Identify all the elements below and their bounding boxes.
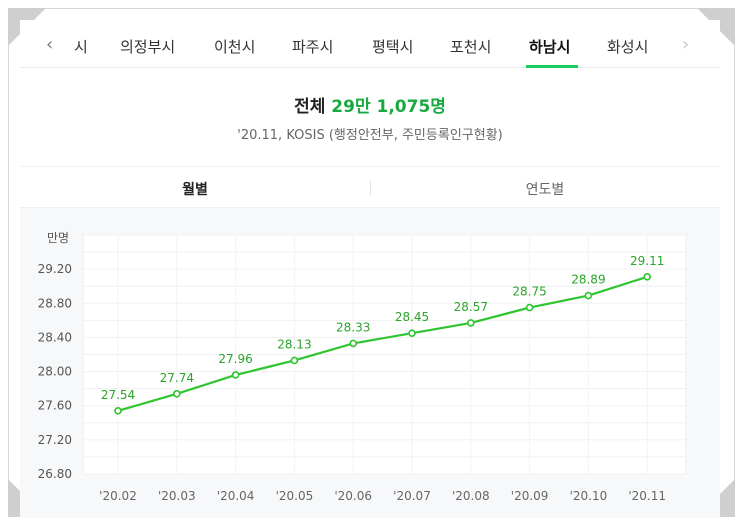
data-label: 28.33	[336, 320, 370, 334]
x-tick-label: '20.09	[511, 489, 549, 503]
y-tick-label: 28.00	[38, 365, 72, 379]
active-tab-indicator	[526, 65, 578, 68]
x-tick-label: '20.06	[334, 489, 372, 503]
data-label: 27.74	[160, 371, 194, 385]
total-population: 전체 29만 1,075명	[20, 92, 720, 117]
data-label: 28.45	[395, 310, 429, 324]
y-tick-label: 27.60	[38, 399, 72, 413]
x-tick-label: '20.08	[452, 489, 490, 503]
tab-hanam[interactable]: 하남시	[529, 38, 571, 56]
data-label: 28.89	[571, 273, 605, 287]
monthly-button[interactable]: 월별	[182, 182, 208, 198]
data-point	[643, 273, 652, 281]
data-label: 28.75	[512, 285, 546, 299]
population-card: ‹ 시 의정부시 이천시 파주시 평택시 포천시 하남시 화성시 › 전체 29…	[20, 20, 720, 525]
x-tick-label: '20.05	[276, 489, 314, 503]
data-label: 27.96	[218, 352, 252, 366]
data-point	[525, 303, 534, 312]
yearly-button[interactable]: 연도별	[525, 182, 565, 198]
period-toggle: 월별 연도별	[20, 166, 720, 208]
y-tick-label: 28.80	[38, 296, 72, 310]
data-point	[173, 389, 181, 398]
y-tick-label: 27.20	[38, 433, 72, 447]
data-point	[466, 319, 475, 327]
chevron-right-icon[interactable]: ›	[682, 34, 690, 55]
tab-paju[interactable]: 파주시	[292, 38, 334, 56]
data-point	[231, 371, 240, 379]
y-tick-label: 28.40	[38, 330, 72, 344]
data-label: 28.13	[277, 337, 311, 351]
data-label: 27.54	[101, 388, 135, 402]
tab-hwaseong[interactable]: 화성시	[607, 38, 649, 56]
data-label: 29.11	[630, 254, 664, 268]
data-point	[349, 339, 358, 348]
tab-pyeongtaek[interactable]: 평택시	[372, 38, 414, 56]
x-tick-label: '20.11	[628, 489, 666, 503]
x-tick-label: '20.02	[99, 489, 137, 503]
chart-area: 만명 26.80 27.20 27.60 28.00 28.40 28.80 29.20 '20…	[20, 208, 720, 518]
series-line	[117, 275, 648, 412]
chevron-left-icon[interactable]: ‹	[46, 34, 54, 55]
data-point	[290, 356, 299, 365]
region-tabs: ‹ 시 의정부시 이천시 파주시 평택시 포천시 하남시 화성시 ›	[20, 20, 720, 68]
period-divider	[370, 181, 371, 195]
y-tick-label: 29.20	[38, 262, 72, 276]
data-source: '20.11, KOSIS (행정안전부, 주민등록인구현황)	[237, 128, 503, 143]
data-point	[408, 329, 416, 337]
tab-icheon[interactable]: 이천시	[214, 38, 256, 56]
unit-label: 만명	[47, 231, 69, 245]
x-tick-label: '20.04	[217, 489, 255, 503]
population-line-chart: 만명 26.80 27.20 27.60 28.00 28.40 28.80 29.20 '20…	[38, 231, 687, 503]
tab-prev-partial[interactable]: 시	[74, 38, 88, 56]
tab-uijeongbu[interactable]: 의정부시	[120, 38, 176, 56]
total-value: 29만 1,075명	[331, 97, 446, 117]
data-point	[584, 291, 593, 300]
data-label: 28.57	[454, 300, 488, 314]
y-tick-label: 26.80	[38, 467, 72, 481]
x-tick-label: '20.03	[158, 489, 196, 503]
x-tick-label: '20.10	[570, 489, 608, 503]
total-label: 전체	[294, 97, 326, 117]
x-tick-label: '20.07	[393, 489, 431, 503]
data-point	[114, 407, 122, 415]
tab-pocheon[interactable]: 포천시	[450, 38, 492, 56]
